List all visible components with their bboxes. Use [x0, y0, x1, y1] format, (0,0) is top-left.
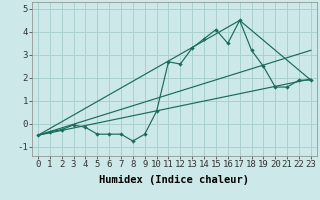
X-axis label: Humidex (Indice chaleur): Humidex (Indice chaleur): [100, 175, 249, 185]
